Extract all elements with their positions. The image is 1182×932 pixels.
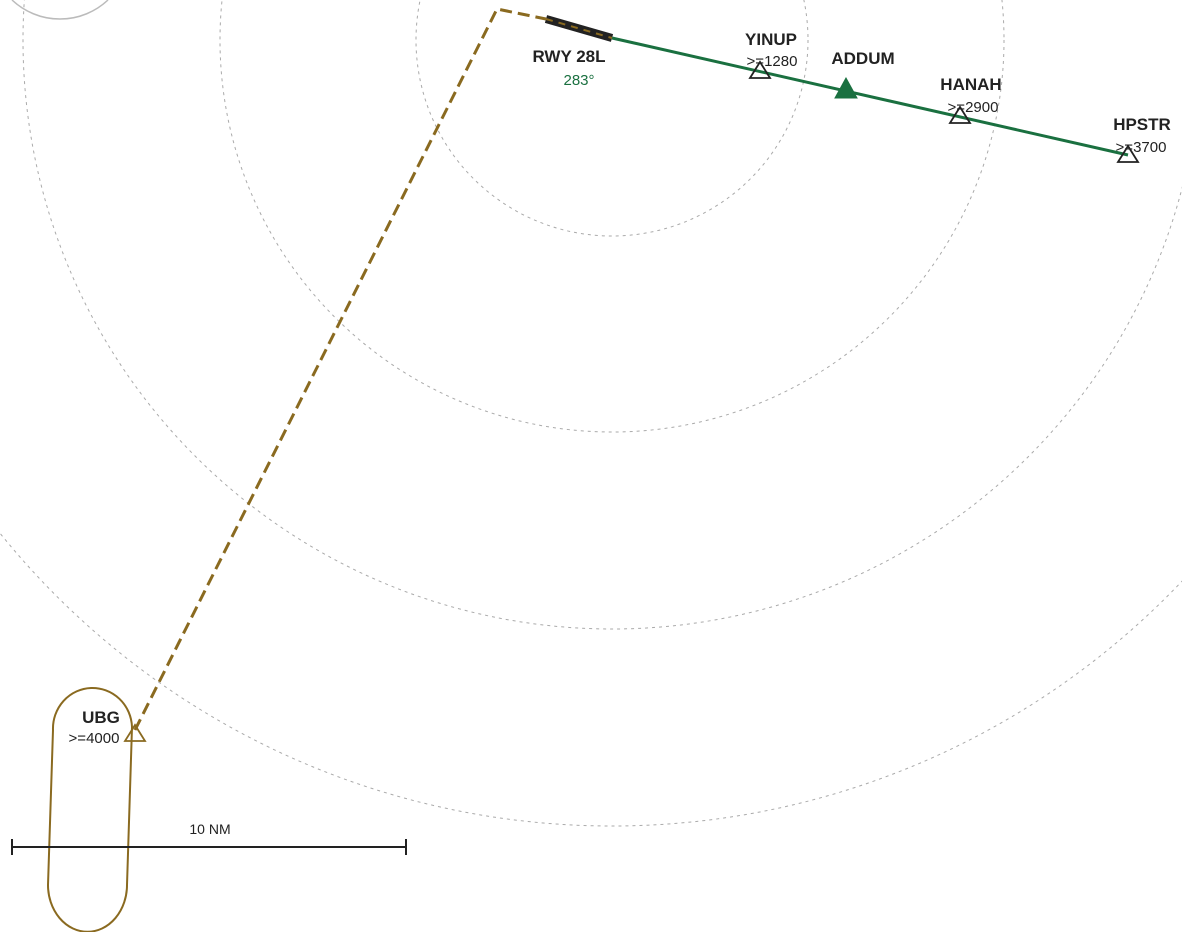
airspace-arc (11, 0, 109, 20)
scale-bar-label: 10 NM (189, 821, 230, 837)
final-approach-course (611, 36, 1129, 157)
triangle-filled-icon (834, 76, 858, 99)
holding-fix-name: UBG (82, 708, 120, 727)
waypoint-yinup[interactable]: YINUP >=1280 (745, 30, 798, 79)
waypoint-name: YINUP (745, 30, 797, 49)
range-ring-4 (0, 532, 1182, 827)
waypoint-hpstr[interactable]: HPSTR >=3700 (1113, 115, 1171, 163)
waypoint-hanah[interactable]: HANAH >=2900 (940, 75, 1002, 124)
waypoint-name: HPSTR (1113, 115, 1171, 134)
triangle-outline-icon (1116, 144, 1140, 163)
waypoint-addum[interactable]: ADDUM (831, 49, 895, 99)
waypoint-altitude: >=1280 (747, 53, 798, 70)
range-ring-2 (219, 0, 1005, 433)
transition-route-line (133, 7, 547, 731)
waypoint-name: HANAH (940, 75, 1001, 94)
runway-label: RWY 28L (532, 47, 605, 66)
scale-bar: 10 NM (11, 821, 407, 855)
range-rings (0, 0, 1182, 827)
waypoint-name: ADDUM (831, 49, 894, 68)
triangle-outline-icon (123, 723, 147, 742)
waypoint-altitude: >=2900 (948, 99, 999, 116)
triangle-outline-icon (948, 105, 972, 124)
waypoint-altitude: >=3700 (1116, 139, 1167, 156)
runway-heading: 283° (563, 72, 594, 89)
holding-fix-altitude: >=4000 (69, 730, 120, 747)
range-ring-1 (415, 0, 809, 237)
triangle-outline-icon (748, 60, 772, 79)
waypoint-ubg[interactable]: UBG >=4000 (69, 708, 147, 747)
runway-symbol (544, 15, 614, 42)
range-ring-3 (22, 0, 1182, 630)
holding-pattern (46, 686, 134, 932)
